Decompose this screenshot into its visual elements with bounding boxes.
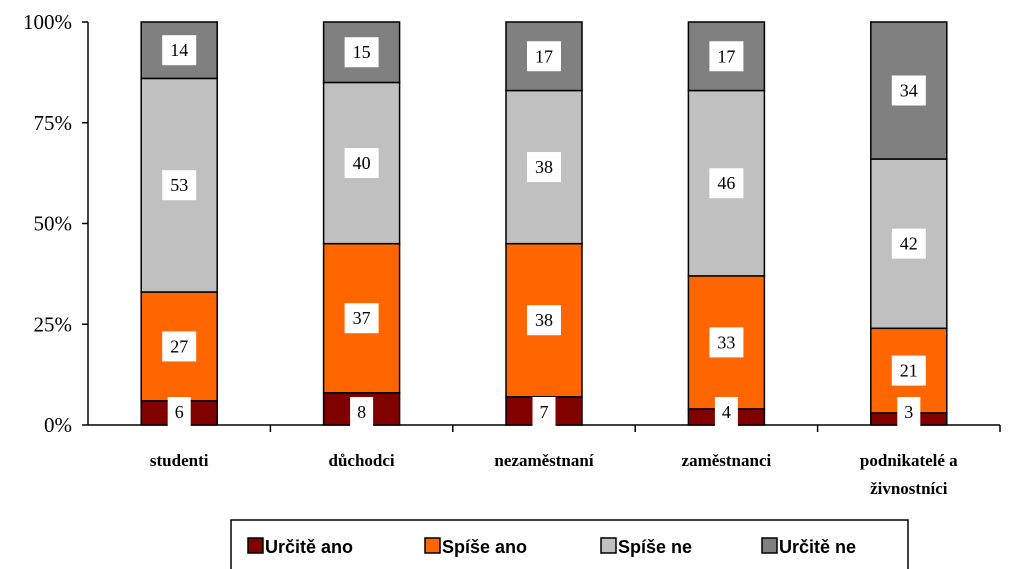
- data-label: 17: [717, 46, 735, 66]
- data-label: 40: [353, 153, 371, 173]
- data-label-box: [344, 303, 379, 334]
- data-label-box: [527, 305, 561, 336]
- data-label-box: [897, 397, 921, 427]
- chart-axes: 0% 25% 50% 75% 100% studenti důchodci nezaměstn…: [23, 10, 1001, 498]
- data-label: 14: [170, 40, 188, 60]
- data-label: 34: [900, 81, 918, 101]
- data-label-box: [162, 35, 197, 66]
- x-category-label: nezaměstnaní: [494, 451, 593, 470]
- data-label: 38: [535, 310, 553, 330]
- data-label-box: [709, 168, 744, 199]
- data-label: 17: [535, 46, 553, 66]
- chart-bars: [140, 21, 948, 426]
- legend-box: [230, 519, 909, 569]
- legend-label: Spíše ne: [618, 537, 692, 557]
- y-tick-label: 25%: [34, 312, 73, 336]
- x-category-label: podnikatelé a: [860, 451, 958, 470]
- data-label-box: [162, 331, 197, 362]
- data-label: 53: [170, 175, 188, 195]
- data-label-box: [344, 37, 379, 68]
- y-tick-label: 0%: [44, 413, 72, 437]
- data-label-box: [350, 397, 374, 427]
- x-category-label: studenti: [150, 451, 209, 470]
- data-label-box: [162, 170, 197, 201]
- x-category-label: živnostníci: [870, 479, 948, 498]
- chart-legend: Určitě ano Spíše ano Spíše ne Určitě ne: [230, 519, 909, 569]
- legend-swatch: [247, 537, 264, 554]
- data-label-box: [714, 397, 738, 427]
- data-label: 27: [170, 336, 188, 356]
- legend-swatch: [761, 537, 778, 554]
- data-label: 21: [900, 361, 918, 381]
- data-label: 42: [900, 234, 918, 254]
- data-label-box: [527, 152, 561, 183]
- data-label-box: [344, 148, 379, 179]
- data-label: 37: [353, 308, 371, 328]
- legend-label: Určitě ne: [779, 537, 856, 557]
- data-label: 6: [175, 402, 184, 422]
- data-label: 15: [353, 42, 371, 62]
- legend-label: Určitě ano: [265, 537, 353, 557]
- data-label: 38: [535, 157, 553, 177]
- data-label-box: [891, 355, 926, 386]
- y-tick-label: 100%: [23, 10, 72, 34]
- y-tick-label: 50%: [34, 212, 73, 236]
- data-label-box: [709, 327, 744, 358]
- data-label: 46: [717, 173, 735, 193]
- data-label-box: [527, 41, 561, 72]
- data-label-box: [891, 75, 926, 106]
- chart-data-labels: 6 27 53 14 8 37 40 15 7 38 38 17 4 33 46 17 3 21 42 34: [162, 35, 926, 427]
- data-label: 3: [904, 402, 913, 422]
- x-category-label: zaměstnanci: [682, 451, 772, 470]
- data-label: 7: [540, 402, 549, 422]
- legend-swatch: [424, 537, 441, 554]
- data-label-box: [532, 397, 556, 427]
- y-tick-label: 75%: [34, 111, 73, 135]
- data-label-box: [167, 397, 191, 427]
- data-label: 8: [357, 402, 366, 422]
- data-label-box: [709, 41, 744, 72]
- data-label: 4: [722, 402, 731, 422]
- legend-label: Spíše ano: [442, 537, 527, 557]
- data-label-box: [891, 228, 926, 259]
- data-label: 33: [717, 332, 735, 352]
- x-category-label: důchodci: [329, 451, 395, 470]
- legend-swatch: [600, 537, 617, 554]
